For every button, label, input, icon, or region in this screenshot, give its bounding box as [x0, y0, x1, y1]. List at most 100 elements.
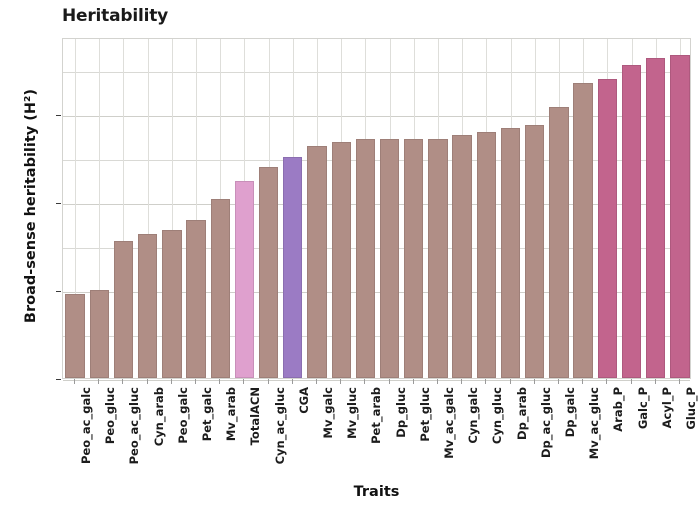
bar-mv_ac_gluc[interactable] [573, 82, 593, 378]
bar-peo_ac_gluc[interactable] [113, 240, 134, 378]
x-tick-mark [558, 379, 559, 384]
bar-pet_arab[interactable] [355, 138, 376, 378]
bar-mv_gluc[interactable] [331, 142, 351, 378]
x-tick-mark [292, 379, 293, 384]
y-tick-mark [56, 379, 61, 380]
bar-pet_gluc[interactable] [404, 138, 424, 378]
gridline-horizontal-minor [63, 248, 690, 250]
x-tick-label-cyn_galc[interactable]: Cyn_galc [466, 387, 481, 444]
bar-peo_ac_galc[interactable] [65, 293, 85, 378]
x-tick-mark [461, 379, 462, 384]
gridline-horizontal-minor [63, 160, 690, 162]
y-tick-mark [56, 115, 61, 117]
x-tick-label-cyn_arab[interactable]: Cyn_arab [151, 387, 166, 447]
bar-acyl_p[interactable] [646, 58, 666, 378]
x-tick-mark [510, 379, 511, 384]
bar-dp_arab[interactable] [500, 128, 521, 378]
x-tick-label-peo_ac_galc[interactable]: Peo_ac_galc [79, 387, 94, 464]
y-axis-title: Broad-sense heritability (H²) [23, 88, 39, 324]
x-tick-label-dp_ac_gluc[interactable]: Dp_ac_gluc [538, 387, 553, 459]
gridline-vertical [99, 39, 100, 378]
gridline-horizontal-minor [63, 336, 690, 338]
x-tick-label-cyn_gluc[interactable]: Cyn_gluc [490, 387, 505, 445]
x-tick-label-peo_gluc[interactable]: Peo_gluc [103, 387, 118, 445]
x-tick-mark [340, 379, 341, 384]
gridline-vertical [123, 39, 124, 378]
x-tick-label-mv_gluc[interactable]: Mv_gluc [345, 387, 360, 439]
gridline-horizontal-major [63, 380, 690, 381]
gridline-vertical [148, 39, 149, 378]
x-tick-mark [74, 379, 75, 384]
gridline-horizontal-major [63, 116, 690, 118]
bar-cyn_gluc[interactable] [476, 131, 497, 378]
bar-cyn_arab[interactable] [137, 233, 158, 378]
bar-mv_ac_galc[interactable] [428, 138, 448, 378]
bar-gluc_p[interactable] [670, 54, 690, 378]
x-tick-mark [389, 379, 390, 384]
x-tick-mark [606, 379, 607, 384]
gridline-vertical [196, 39, 197, 378]
bar-cga[interactable] [283, 156, 303, 378]
x-tick-mark [655, 379, 656, 384]
bar-cyn_galc[interactable] [452, 135, 472, 378]
x-tick-label-arab_p[interactable]: Arab_P [611, 387, 626, 432]
x-tick-mark [195, 379, 196, 384]
x-tick-mark [243, 379, 244, 384]
x-tick-mark [219, 379, 220, 384]
gridline-horizontal-major [63, 292, 690, 294]
x-tick-label-dp_galc[interactable]: Dp_galc [562, 387, 577, 438]
x-tick-mark [147, 379, 148, 384]
x-tick-label-pet_gluc[interactable]: Pet_gluc [417, 387, 432, 442]
bar-dp_ac_gluc[interactable] [525, 124, 545, 378]
bars-layer [63, 39, 690, 378]
x-tick-mark [534, 379, 535, 384]
bar-peo_galc[interactable] [162, 230, 182, 378]
x-tick-label-mv_galc[interactable]: Mv_galc [321, 387, 336, 439]
chart-title: Heritability [62, 6, 169, 26]
x-tick-label-peo_galc[interactable]: Peo_galc [175, 387, 190, 444]
gridline-vertical [75, 39, 76, 378]
bar-peo_gluc[interactable] [89, 290, 109, 378]
bar-totalacn[interactable] [234, 181, 255, 378]
x-tick-mark [122, 379, 123, 384]
x-tick-mark [413, 379, 414, 384]
bar-cyn_ac_gluc[interactable] [258, 167, 279, 378]
gridline-horizontal-minor [63, 72, 690, 74]
x-tick-mark [485, 379, 486, 384]
x-tick-label-pet_arab[interactable]: Pet_arab [369, 387, 384, 444]
x-tick-mark [364, 379, 365, 384]
bar-mv_galc[interactable] [307, 145, 327, 378]
x-tick-label-acyl_p[interactable]: Acyl_P [659, 387, 674, 429]
x-tick-mark [98, 379, 99, 384]
x-tick-mark [171, 379, 172, 384]
x-tick-mark [582, 379, 583, 384]
x-tick-label-mv_arab[interactable]: Mv_arab [224, 387, 239, 442]
gridline-vertical [172, 39, 173, 378]
bar-galc_p[interactable] [621, 65, 642, 378]
x-tick-label-mv_ac_gluc[interactable]: Mv_ac_gluc [587, 387, 602, 460]
x-tick-label-galc_p[interactable]: Galc_P [635, 387, 650, 430]
x-tick-label-mv_ac_galc[interactable]: Mv_ac_galc [441, 387, 456, 459]
bar-mv_arab[interactable] [210, 198, 230, 378]
x-tick-label-cyn_ac_gluc[interactable]: Cyn_ac_gluc [272, 387, 287, 465]
x-tick-mark [679, 379, 680, 384]
x-tick-label-pet_galc[interactable]: Pet_galc [200, 387, 215, 442]
x-axis-title: Traits [353, 484, 400, 500]
x-tick-label-cga[interactable]: CGA [296, 387, 311, 414]
bar-dp_galc[interactable] [549, 107, 569, 378]
gridline-horizontal-major [63, 204, 690, 206]
bar-dp_gluc[interactable] [379, 138, 400, 378]
x-tick-mark [268, 379, 269, 384]
x-tick-mark [437, 379, 438, 384]
x-tick-label-gluc_p[interactable]: Gluc_P [683, 387, 698, 430]
x-tick-mark [631, 379, 632, 384]
y-tick-mark [56, 203, 61, 205]
x-tick-mark [316, 379, 317, 384]
x-tick-label-dp_gluc[interactable]: Dp_gluc [393, 387, 408, 438]
x-tick-label-totalacn[interactable]: TotalACN [248, 387, 263, 446]
x-tick-label-dp_arab[interactable]: Dp_arab [514, 387, 529, 440]
bar-arab_p[interactable] [597, 79, 617, 378]
x-tick-label-peo_ac_gluc[interactable]: Peo_ac_gluc [127, 387, 142, 465]
bar-pet_galc[interactable] [186, 219, 206, 378]
